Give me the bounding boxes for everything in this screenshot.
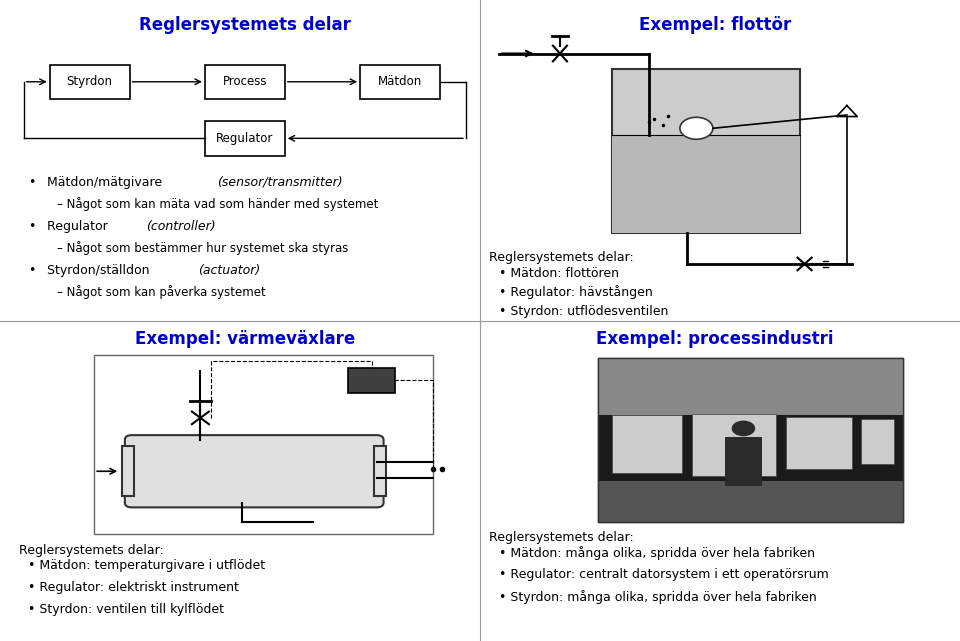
FancyBboxPatch shape xyxy=(123,446,134,496)
Text: Regulator: Regulator xyxy=(47,220,112,233)
FancyBboxPatch shape xyxy=(374,446,386,496)
Text: Mätdon/mätgivare: Mätdon/mätgivare xyxy=(47,176,166,189)
FancyBboxPatch shape xyxy=(597,358,903,522)
Text: – Något som kan påverka systemet: – Något som kan påverka systemet xyxy=(57,285,265,299)
Text: • Regulator: hävstången: • Regulator: hävstången xyxy=(499,285,653,299)
Bar xyxy=(612,135,800,233)
Text: •: • xyxy=(29,220,36,233)
Text: (controller): (controller) xyxy=(146,220,216,233)
Text: – Något som bestämmer hur systemet ska styras: – Något som bestämmer hur systemet ska s… xyxy=(57,241,348,255)
Text: Reglersystemets delar:: Reglersystemets delar: xyxy=(490,251,635,264)
Text: (sensor/transmitter): (sensor/transmitter) xyxy=(217,176,342,189)
Text: Process: Process xyxy=(223,75,267,88)
Text: Reglersystemets delar:: Reglersystemets delar: xyxy=(490,531,635,544)
Circle shape xyxy=(680,117,713,139)
Text: • Regulator: centralt datorsystem i ett operatörsrum: • Regulator: centralt datorsystem i ett … xyxy=(499,569,828,581)
Text: •: • xyxy=(29,263,36,277)
Bar xyxy=(725,437,762,486)
FancyBboxPatch shape xyxy=(125,435,384,508)
Text: • Mätdon: flottören: • Mätdon: flottören xyxy=(499,267,619,280)
Text: Styrdon/ställdon: Styrdon/ställdon xyxy=(47,263,154,277)
Text: Exempel: flottör: Exempel: flottör xyxy=(639,16,791,34)
FancyBboxPatch shape xyxy=(204,65,285,99)
FancyBboxPatch shape xyxy=(360,65,440,99)
FancyBboxPatch shape xyxy=(348,367,396,393)
Text: • Mätdon: temperaturgivare i utflödet: • Mätdon: temperaturgivare i utflödet xyxy=(29,559,266,572)
Text: •: • xyxy=(29,176,36,189)
Text: Reglersystemets delar: Reglersystemets delar xyxy=(139,16,350,34)
Text: Mätdon: Mätdon xyxy=(378,75,422,88)
FancyBboxPatch shape xyxy=(94,355,433,534)
Text: Exempel: värmeväxlare: Exempel: värmeväxlare xyxy=(134,330,355,348)
Bar xyxy=(597,481,903,522)
Bar xyxy=(861,419,894,464)
FancyBboxPatch shape xyxy=(204,121,285,156)
Text: • Styrdon: många olika, spridda över hela fabriken: • Styrdon: många olika, spridda över hel… xyxy=(499,590,817,604)
Bar xyxy=(597,358,903,415)
Circle shape xyxy=(732,420,756,437)
FancyBboxPatch shape xyxy=(50,65,130,99)
Text: • Mätdon: många olika, spridda över hela fabriken: • Mätdon: många olika, spridda över hela… xyxy=(499,546,815,560)
Text: • Styrdon: utflödesventilen: • Styrdon: utflödesventilen xyxy=(499,304,668,317)
Text: • Regulator: elektriskt instrument: • Regulator: elektriskt instrument xyxy=(29,581,239,594)
Text: (actuator): (actuator) xyxy=(198,263,260,277)
FancyBboxPatch shape xyxy=(612,69,800,233)
Text: Styrdon: Styrdon xyxy=(66,75,112,88)
Bar xyxy=(785,417,852,469)
Bar xyxy=(612,415,683,472)
Text: Reglersystemets delar:: Reglersystemets delar: xyxy=(19,544,164,556)
Bar xyxy=(691,413,777,476)
Text: – Något som kan mäta vad som händer med systemet: – Något som kan mäta vad som händer med … xyxy=(57,197,378,212)
Text: Exempel: processindustri: Exempel: processindustri xyxy=(596,330,834,348)
Text: • Styrdon: ventilen till kylflödet: • Styrdon: ventilen till kylflödet xyxy=(29,603,225,616)
Text: Regulator: Regulator xyxy=(216,132,274,145)
